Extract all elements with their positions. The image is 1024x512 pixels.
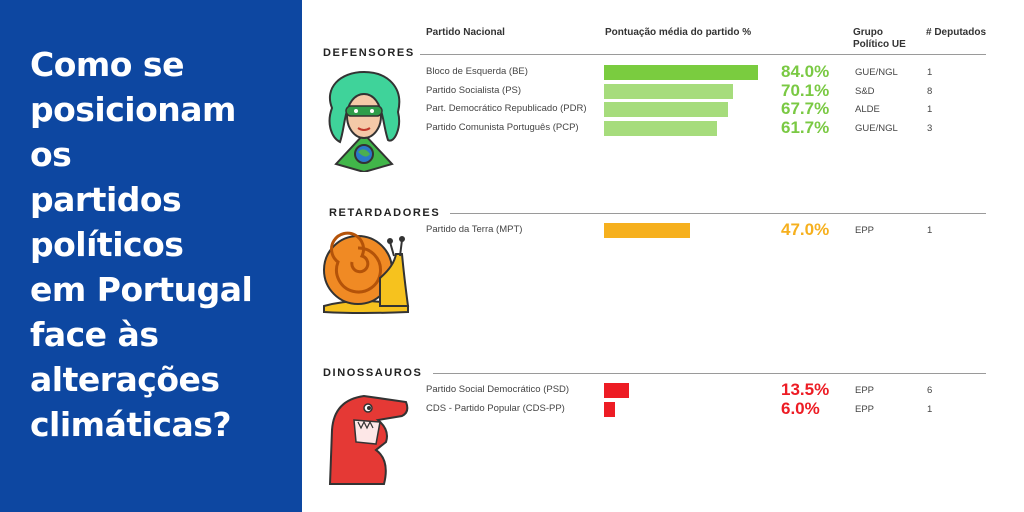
party-name: Partido Comunista Português (PCP) (426, 121, 579, 133)
eu-group: GUE/NGL (855, 122, 898, 134)
score-bar (604, 223, 691, 238)
score-label: 6.0% (781, 399, 820, 418)
section-label: DEFENSORES (323, 47, 415, 59)
eu-group: EPP (855, 385, 875, 396)
section-divider (450, 213, 986, 214)
score-label: 84.0% (781, 62, 830, 81)
party-name: Partido da Terra (MPT) (426, 224, 523, 235)
eu-group: EPP (855, 404, 875, 415)
score-bar (604, 65, 758, 80)
party-name: Part. Democrático Republicado (PDR) (426, 103, 587, 114)
section-divider (420, 54, 986, 55)
score-bar (604, 83, 733, 99)
score-label: 13.5% (781, 380, 830, 399)
score-label: 67.7% (781, 99, 830, 118)
eu-group: ALDE (855, 104, 880, 115)
dinosaur-icon (328, 394, 409, 485)
section-label: DINOSSAUROS (323, 367, 423, 379)
score-label: 61.7% (781, 117, 830, 137)
score-label: 47.0% (781, 220, 830, 239)
party-name: CDS - Partido Popular (CDS-PP) (426, 403, 565, 414)
deputies-count: 1 (927, 104, 933, 115)
party-name: Partido Social Democrático (PSD) (426, 384, 570, 395)
deputies-count: 3 (927, 122, 933, 134)
deputies-count: 6 (927, 385, 933, 396)
party-name: Bloco de Esquerda (BE) (426, 66, 528, 77)
header-deputies: # Deputados (926, 27, 987, 38)
header-party: Partido Nacional (426, 27, 505, 38)
party-name: Partido Socialista (PS) (426, 84, 522, 96)
deputies-count: 1 (927, 67, 933, 78)
deputies-count: 1 (927, 225, 933, 236)
eu-group: S&D (855, 85, 875, 97)
score-bar (604, 402, 615, 417)
page-title: Como se posicionam os partidos políticos… (30, 45, 253, 444)
score-bar (604, 120, 718, 136)
deputies-count: 1 (927, 404, 933, 415)
eu-group: GUE/NGL (855, 67, 898, 78)
superhero-icon (328, 70, 401, 172)
header-group: Grupo Político UE (853, 27, 906, 50)
deputies-count: 8 (927, 85, 933, 97)
eu-group: EPP (855, 225, 875, 236)
header-score: Pontuação média do partido % (605, 27, 752, 38)
score-bar (604, 102, 729, 117)
score-label: 70.1% (781, 80, 830, 100)
score-bar (604, 383, 629, 398)
title-panel: Como se posicionam os partidos políticos… (0, 0, 302, 512)
section-label: RETARDADORES (329, 207, 441, 219)
snail-icon (323, 231, 410, 314)
section-divider (433, 373, 986, 374)
